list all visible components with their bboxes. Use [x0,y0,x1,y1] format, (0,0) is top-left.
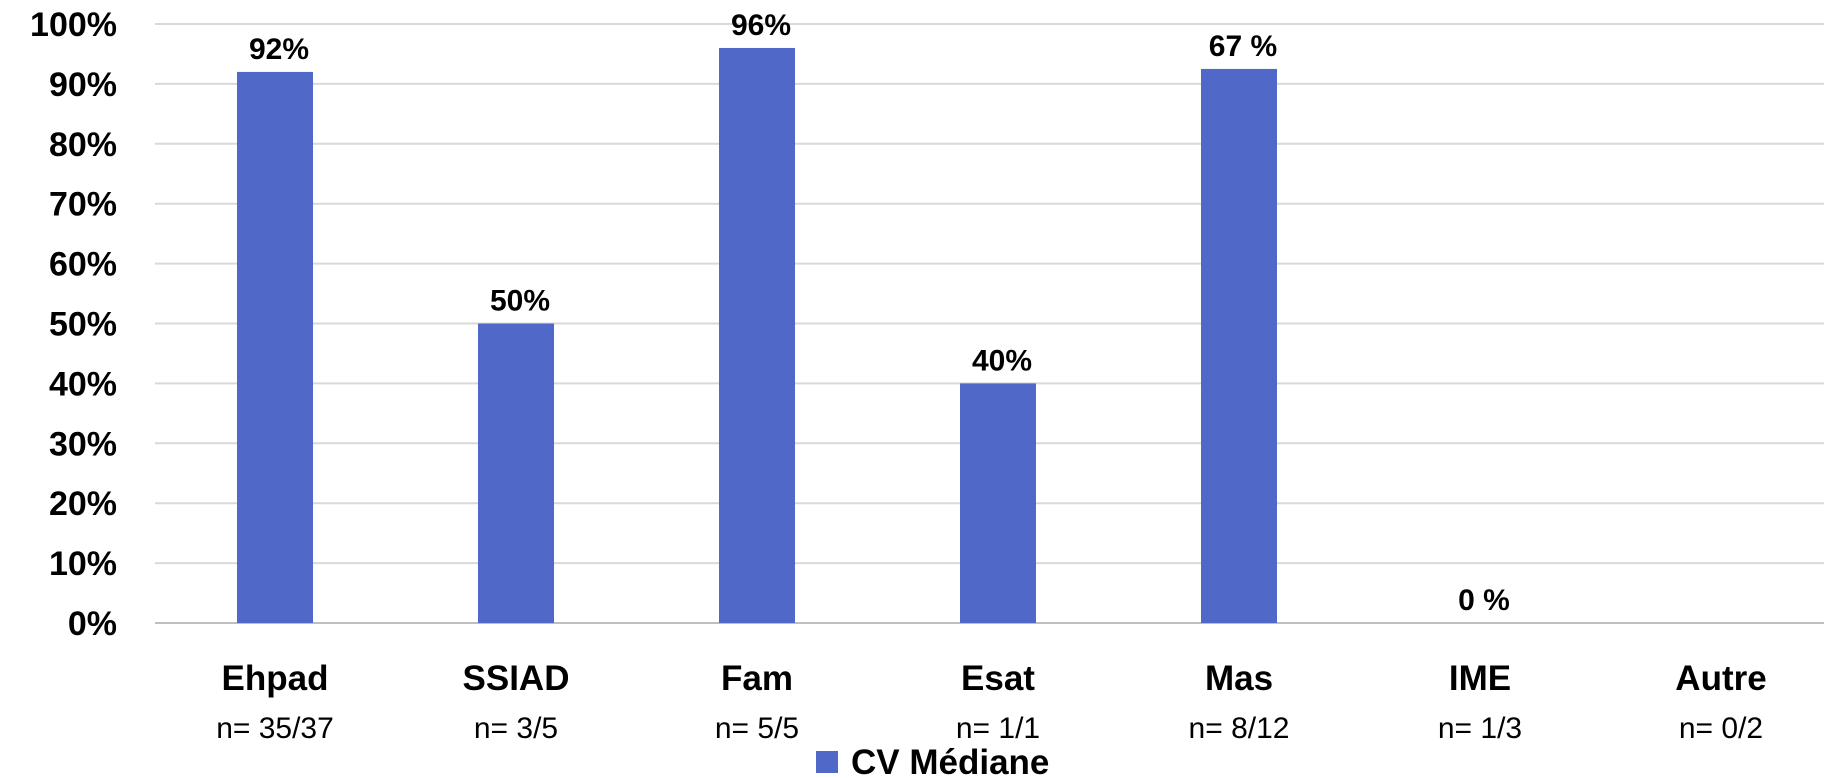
data-label: 92% [249,33,309,66]
y-tick-label: 0% [68,605,117,643]
x-count-label: n= 8/12 [1189,712,1290,745]
x-category-label: Fam [721,659,793,698]
y-axis: 0% 10% 20% 30% 40% 50% 60% 70% 80% 90% 100% [30,6,117,643]
x-category-label: IME [1449,659,1511,698]
bar [237,71,313,624]
bars [237,47,1277,624]
y-tick-label: 30% [49,425,117,463]
x-count-label: n= 3/5 [474,712,558,745]
bar [1201,68,1277,624]
y-tick-label: 80% [49,126,117,164]
x-count-label: n= 5/5 [715,712,799,745]
data-label: 96% [731,9,791,42]
x-axis: Ehpad n= 35/37 SSIAD n= 3/5 Fam n= 5/5 Esat n= … [216,659,1767,745]
x-count-label: n= 1/1 [956,712,1040,745]
data-label: 40% [972,344,1032,377]
y-tick-label: 20% [49,485,117,523]
y-tick-label: 70% [49,186,117,224]
y-tick-label: 10% [49,545,117,583]
y-tick-label: 40% [49,365,117,403]
x-count-label: n= 35/37 [216,712,334,745]
y-tick-label: 100% [30,6,117,44]
x-count-label: n= 0/2 [1679,712,1763,745]
legend-swatch [816,751,838,773]
legend-label: CV Médiane [851,743,1049,778]
x-category-label: Mas [1205,659,1273,698]
x-category-label: Esat [961,659,1035,698]
bar [478,323,554,623]
bar [719,47,795,623]
x-category-label: Autre [1675,659,1766,698]
x-category-label: Ehpad [222,659,329,698]
data-label: 67 % [1209,30,1277,63]
y-tick-label: 90% [49,66,117,104]
data-label: 50% [490,285,550,318]
data-label: 0 % [1458,584,1510,617]
y-tick-label: 50% [49,306,117,344]
x-count-label: n= 1/3 [1438,712,1522,745]
x-category-label: SSIAD [463,659,570,698]
bar [960,383,1036,623]
data-labels: 92% 50% 96% 40% 67 % 0 % [249,9,1510,617]
legend: CV Médiane [816,743,1049,778]
y-tick-label: 60% [49,246,117,284]
